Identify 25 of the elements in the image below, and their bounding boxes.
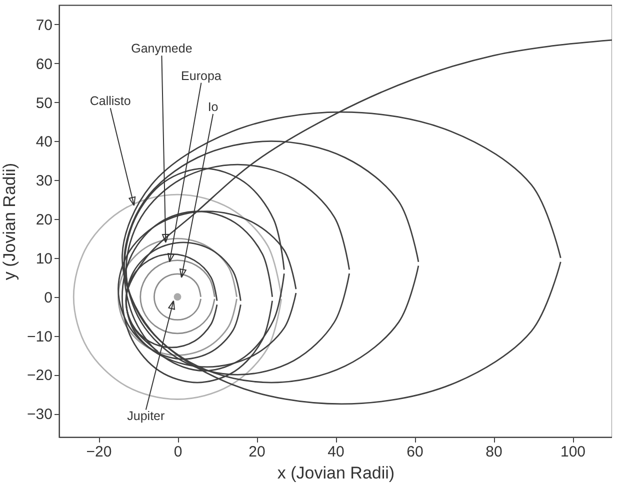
y-tick-label: 40 [36, 134, 52, 151]
y-tick-label: 10 [36, 250, 52, 268]
y-tick-label: 60 [36, 56, 52, 73]
annotation: Europa [181, 68, 222, 83]
x-tick-label: 80 [486, 444, 502, 460]
x-tick-label: −20 [86, 444, 112, 460]
y-tick-label: 0 [44, 289, 52, 306]
x-tick-label: 60 [406, 444, 424, 460]
x-tick-label: 40 [328, 444, 344, 460]
annotation: Io [208, 100, 218, 114]
x-tick-label: 0 [174, 444, 182, 460]
annotation: Jupiter [127, 408, 165, 423]
x-tick-label: 100 [560, 444, 586, 460]
annotation: Callisto [90, 94, 131, 108]
y-tick-label: −20 [27, 367, 52, 384]
y-tick-label: 70 [36, 16, 52, 34]
y-tick-label: 50 [36, 94, 52, 112]
x-axis-title: x (Jovian Radii) [277, 464, 395, 482]
y-tick-label: 30 [36, 172, 52, 190]
x-tick-label: 20 [248, 444, 266, 460]
y-tick-label: −10 [27, 328, 52, 346]
y-tick-label: 20 [36, 212, 52, 229]
y-tick-label: −30 [27, 406, 52, 424]
y-axis-title: y (Jovian Radii) [0, 162, 20, 280]
annotation: Ganymede [131, 42, 192, 56]
